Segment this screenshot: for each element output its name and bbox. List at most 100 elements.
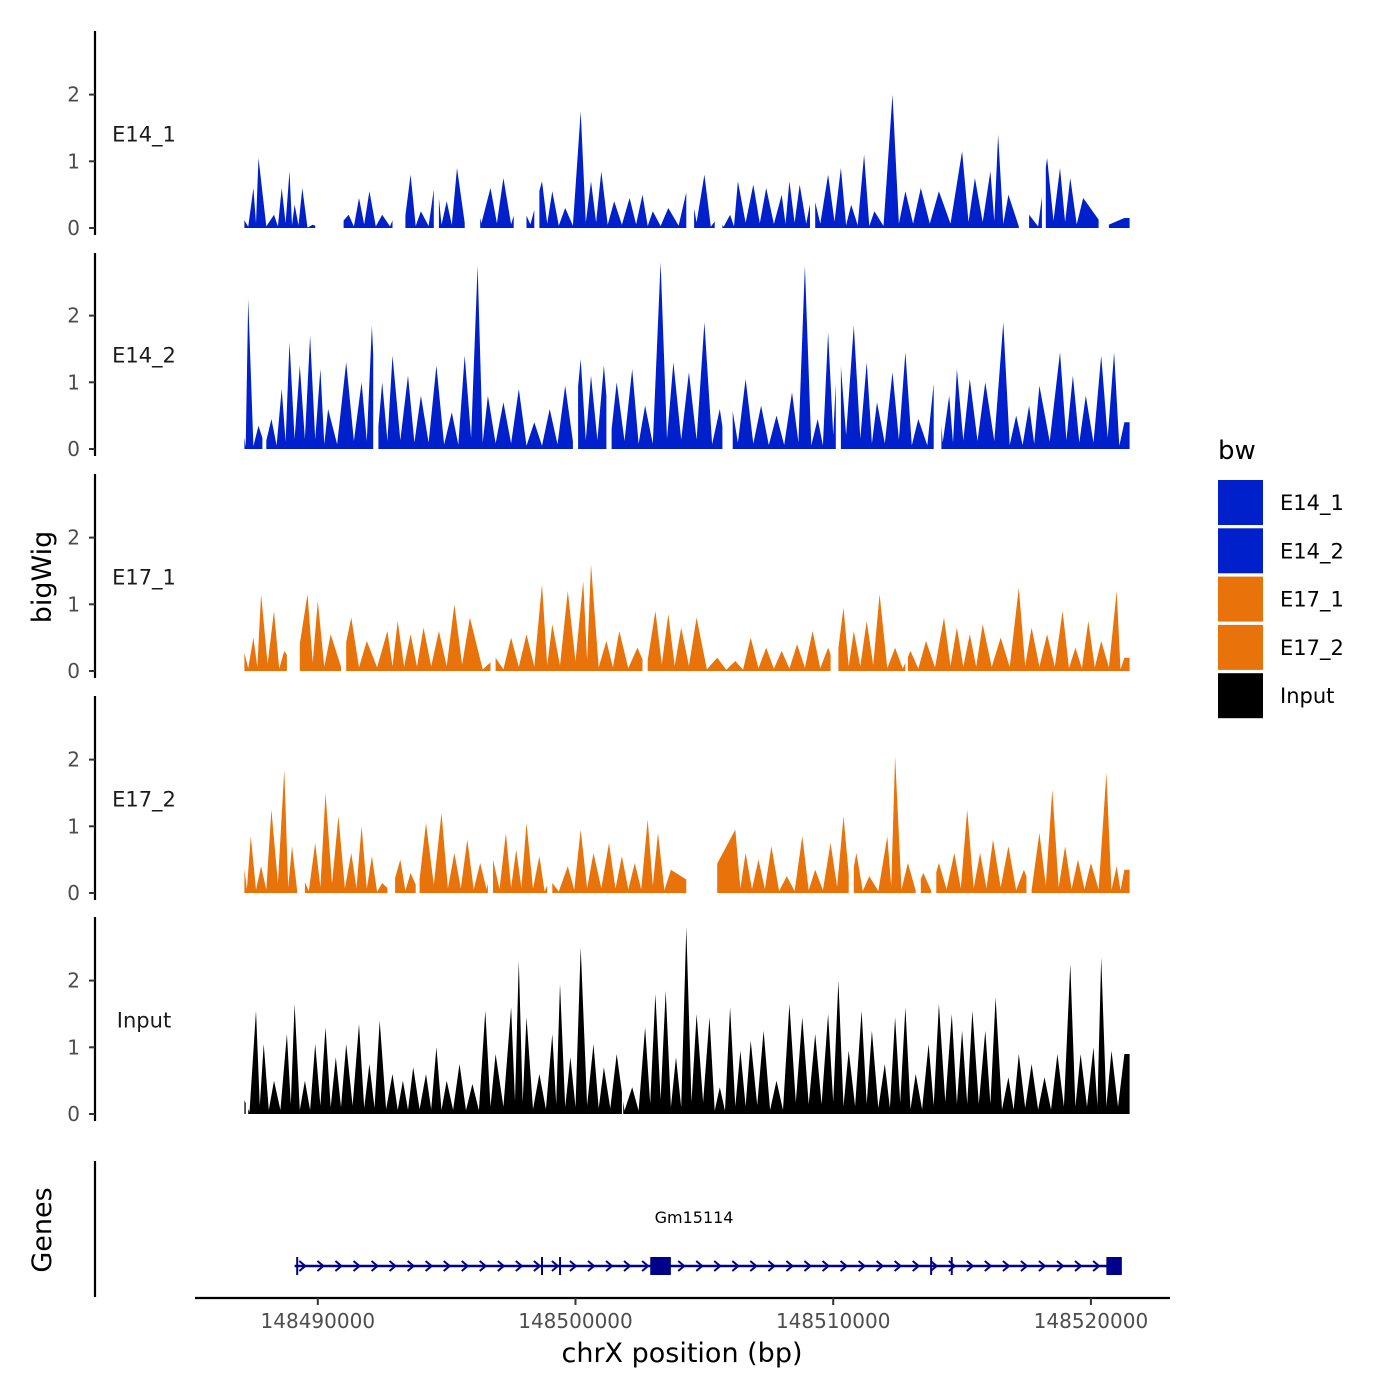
x-tick-label: 148500000 bbox=[518, 1309, 633, 1333]
strand-arrow bbox=[605, 1260, 614, 1272]
strand-arrow bbox=[677, 1260, 686, 1272]
signal-area bbox=[304, 793, 388, 893]
strand-arrow bbox=[857, 1260, 867, 1272]
strand-arrow bbox=[875, 1260, 885, 1272]
y-tick-label: 0 bbox=[67, 881, 80, 905]
signal-area bbox=[838, 594, 906, 671]
signal-area bbox=[480, 178, 514, 228]
x-axis: 148490000 148500000 148510000 148520000 bbox=[195, 1296, 1170, 1333]
signal-area bbox=[853, 756, 916, 893]
signal-area bbox=[941, 322, 1130, 449]
strand-arrow bbox=[641, 1260, 650, 1272]
strand-arrow bbox=[713, 1260, 722, 1272]
y-tick-label: 2 bbox=[67, 526, 80, 550]
signal-area bbox=[840, 325, 934, 449]
strand-arrow bbox=[497, 1260, 506, 1272]
signal-area bbox=[722, 181, 810, 228]
signal-area bbox=[395, 859, 416, 893]
strand-arrow bbox=[316, 1260, 325, 1272]
y-tick-label: 1 bbox=[67, 370, 80, 394]
signal-area bbox=[244, 769, 298, 893]
gene-name-label: Gm15114 bbox=[655, 1208, 734, 1227]
signal-area bbox=[1031, 772, 1130, 893]
strand-arrow bbox=[912, 1260, 921, 1272]
track-E17_2: 0 1 2 E17_2 bbox=[67, 696, 1130, 905]
strand-arrow bbox=[424, 1260, 434, 1272]
signal-area bbox=[647, 611, 831, 671]
track-E14_2: 0 1 2 E14_2 bbox=[67, 253, 1130, 461]
y-tick-label: 1 bbox=[67, 814, 80, 838]
strand-arrow bbox=[569, 1260, 578, 1272]
y-tick-label: 0 bbox=[67, 216, 80, 240]
signal-area bbox=[244, 298, 263, 449]
strand-arrow bbox=[551, 1260, 560, 1272]
strand-arrow bbox=[930, 1260, 939, 1272]
strand-arrow bbox=[767, 1260, 776, 1272]
legend-label-E14_1: E14_1 bbox=[1280, 491, 1344, 516]
signal-area bbox=[378, 265, 573, 449]
signal-area bbox=[1108, 218, 1130, 228]
signal-area bbox=[244, 1100, 246, 1114]
strand-arrow bbox=[623, 1260, 632, 1272]
y-axis-title: bigWig bbox=[27, 531, 58, 624]
y-tick-label: 0 bbox=[67, 437, 80, 461]
signal-area bbox=[936, 809, 1027, 893]
strand-arrow bbox=[731, 1260, 740, 1272]
strand-arrow bbox=[803, 1260, 812, 1272]
y-tick-label: 1 bbox=[67, 1035, 80, 1059]
signal-area bbox=[343, 191, 393, 228]
legend-swatch-E17_2 bbox=[1218, 624, 1263, 670]
strand-arrow bbox=[893, 1260, 903, 1272]
legend-title: bw bbox=[1218, 436, 1256, 466]
legend-swatch-E17_1 bbox=[1218, 576, 1263, 622]
x-tick-label: 148510000 bbox=[776, 1309, 891, 1333]
track-E14_1: 0 1 2 E14_1 bbox=[67, 31, 1130, 240]
signal-tracks: 0 1 2 E14_1 0 1 2 E14_2 0 1 2 E17_1 0 1 2 E17_2 0 1 2 Input bbox=[67, 31, 1130, 1126]
strand-arrow bbox=[749, 1260, 758, 1272]
strand-arrow bbox=[785, 1260, 794, 1272]
x-axis-title: chrX position (bp) bbox=[561, 1338, 802, 1369]
signal-area bbox=[717, 816, 849, 893]
strand-arrow bbox=[1074, 1260, 1083, 1272]
signal-area bbox=[1029, 197, 1042, 228]
track-label-Input: Input bbox=[117, 1009, 171, 1033]
legend-swatch-E14_1 bbox=[1218, 480, 1263, 525]
signal-area bbox=[694, 174, 715, 228]
y-tick-label: 1 bbox=[67, 149, 80, 173]
track-Input: 0 1 2 Input bbox=[67, 917, 1130, 1126]
y-tick-label: 2 bbox=[67, 748, 80, 772]
signal-area bbox=[552, 819, 687, 893]
signal-area bbox=[299, 594, 341, 671]
track-label-E14_2: E14_2 bbox=[112, 344, 176, 369]
signal-area bbox=[244, 158, 316, 228]
strand-arrow bbox=[839, 1260, 849, 1272]
gene-track: Gm15114 bbox=[93, 1161, 1122, 1297]
legend-label-E17_1: E17_1 bbox=[1280, 588, 1344, 613]
strand-arrow bbox=[406, 1260, 416, 1272]
legend-label-E17_2: E17_2 bbox=[1280, 636, 1344, 661]
strand-arrow bbox=[821, 1260, 831, 1272]
y-tick-label: 2 bbox=[67, 83, 80, 107]
signal-area bbox=[611, 262, 723, 449]
signal-area bbox=[248, 947, 622, 1114]
strand-arrow bbox=[695, 1260, 704, 1272]
signal-area bbox=[732, 265, 836, 449]
y-tick-label: 2 bbox=[67, 969, 80, 993]
legend-swatch-Input bbox=[1218, 673, 1263, 719]
x-tick-label: 148520000 bbox=[1034, 1309, 1149, 1333]
signal-area bbox=[920, 873, 932, 893]
signal-area bbox=[1045, 158, 1099, 228]
signal-area bbox=[495, 564, 643, 671]
track-label-E17_2: E17_2 bbox=[112, 788, 176, 813]
strand-arrow bbox=[370, 1260, 380, 1272]
legend-swatch-E14_2 bbox=[1218, 528, 1263, 574]
signal-area bbox=[526, 210, 535, 228]
strand-arrow bbox=[352, 1260, 362, 1272]
strand-arrow bbox=[1056, 1260, 1065, 1272]
signal-area bbox=[419, 813, 488, 893]
y-tick-label: 0 bbox=[67, 659, 80, 683]
strand-arrow bbox=[533, 1260, 542, 1272]
signal-area bbox=[346, 604, 491, 671]
track-label-E14_1: E14_1 bbox=[112, 123, 176, 148]
